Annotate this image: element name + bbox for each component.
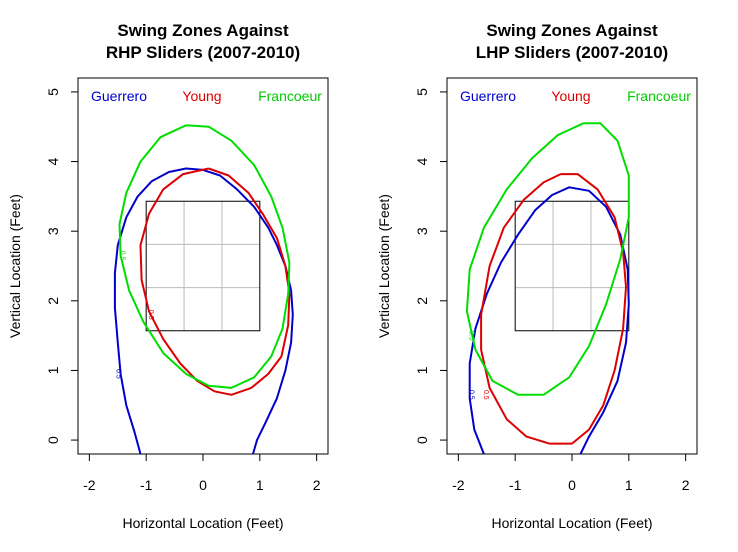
contour-level-label: 0.5 [482, 390, 489, 400]
x-tick-label: -2 [452, 477, 465, 493]
legend: Guerrero Young Francoeur [460, 88, 691, 104]
y-tick-label: 3 [414, 227, 430, 235]
panel-lhp-sliders: Swing Zones Against LHP Sliders (2007-20… [376, 21, 698, 531]
legend: Guerrero Young Francoeur [91, 88, 322, 104]
contour-francoeur [118, 124, 291, 389]
x-tick-label: 2 [313, 477, 321, 493]
x-axis-label: Horizontal Location (Feet) [122, 515, 283, 531]
y-tick-label: 1 [414, 366, 430, 374]
legend-item-francoeur: Francoeur [258, 88, 322, 104]
chart-title-line1: Swing Zones Against [486, 21, 658, 40]
y-tick-label: 2 [414, 297, 430, 305]
strike-zone [514, 200, 630, 332]
x-tick-label: 1 [625, 477, 633, 493]
y-tick-label: 3 [45, 227, 61, 235]
x-tick-label: 0 [199, 477, 207, 493]
contour-level-label: 0.5 [147, 310, 154, 320]
x-tick-label: -2 [83, 477, 96, 493]
contour-guerrero [468, 186, 630, 454]
y-tick-label: 5 [45, 88, 61, 96]
y-tick-label: 0 [45, 436, 61, 444]
x-axis-label: Horizontal Location (Feet) [491, 515, 652, 531]
y-tick-label: 1 [45, 366, 61, 374]
chart-marks: -2 -1 0 1 2 0 1 2 3 4 5 0.5 0.5 0.5 [45, 88, 321, 493]
legend-item-guerrero: Guerrero [460, 88, 516, 104]
chart-title-line2: RHP Sliders (2007-2010) [106, 43, 300, 62]
chart-title-line2: LHP Sliders (2007-2010) [476, 43, 668, 62]
y-tick-label: 4 [45, 157, 61, 165]
contour-level-label: 0.5 [119, 251, 126, 261]
chart-title-line1: Swing Zones Against [117, 21, 289, 40]
chart-marks: -2 -1 0 1 2 0 1 2 3 4 5 0.5 0.5 0.5 [414, 88, 690, 493]
y-axis-label: Vertical Location (Feet) [7, 194, 23, 338]
contour-francoeur [465, 122, 630, 396]
x-tick-label: -1 [509, 477, 522, 493]
x-tick-label: 1 [256, 477, 264, 493]
y-tick-label: 2 [45, 297, 61, 305]
contour-level-label: 0.5 [115, 369, 122, 379]
panel-rhp-sliders: Swing Zones Against RHP Sliders (2007-20… [7, 21, 329, 531]
contour-guerrero [113, 167, 294, 454]
contour-young [480, 173, 627, 445]
y-tick-label: 5 [414, 88, 430, 96]
y-axis-label: Vertical Location (Feet) [376, 194, 392, 338]
legend-item-guerrero: Guerrero [91, 88, 147, 104]
x-tick-label: 2 [682, 477, 690, 493]
y-tick-label: 0 [414, 436, 430, 444]
legend-item-francoeur: Francoeur [627, 88, 691, 104]
y-tick-label: 4 [414, 157, 430, 165]
legend-item-young: Young [182, 88, 221, 104]
contour-young [139, 167, 291, 396]
legend-item-young: Young [551, 88, 590, 104]
x-tick-label: 0 [568, 477, 576, 493]
contour-level-label: 0.5 [468, 331, 475, 341]
contour-level-label: 0.5 [468, 390, 475, 400]
strike-zone [145, 200, 261, 332]
x-tick-label: -1 [140, 477, 153, 493]
